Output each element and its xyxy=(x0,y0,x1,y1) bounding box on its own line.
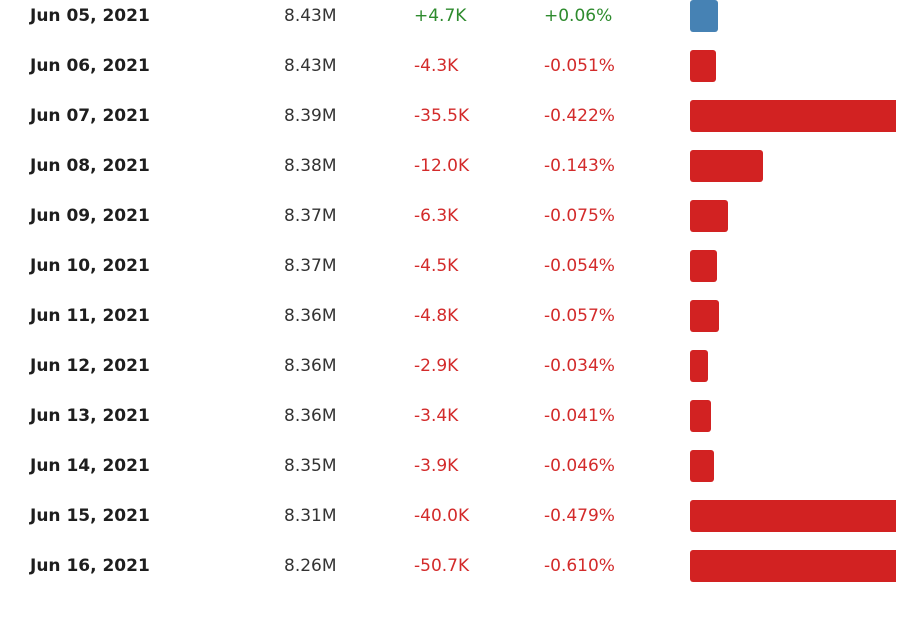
row-total: 8.43M xyxy=(284,56,337,76)
table-row: Jun 12, 2021 8.36M -2.9K -0.034% xyxy=(0,341,911,391)
row-percent-change: -0.034% xyxy=(544,356,615,376)
table-row: Jun 15, 2021 8.31M -40.0K -0.479% xyxy=(0,491,911,541)
row-total: 8.35M xyxy=(284,456,337,476)
row-percent-change: -0.041% xyxy=(544,406,615,426)
row-percent-change: -0.143% xyxy=(544,156,615,176)
change-bar xyxy=(690,0,718,32)
row-date: Jun 08, 2021 xyxy=(30,156,150,176)
change-bar xyxy=(690,50,716,82)
row-date: Jun 13, 2021 xyxy=(30,406,150,426)
bar-cell xyxy=(690,341,896,391)
bar-cell xyxy=(690,441,896,491)
row-total: 8.36M xyxy=(284,406,337,426)
change-bar xyxy=(690,300,719,332)
table-row: Jun 14, 2021 8.35M -3.9K -0.046% xyxy=(0,441,911,491)
bar-cell xyxy=(690,0,896,41)
change-bar xyxy=(690,100,896,132)
row-percent-change: -0.479% xyxy=(544,506,615,526)
row-percent-change: -0.051% xyxy=(544,56,615,76)
bar-cell xyxy=(690,91,896,141)
row-date: Jun 12, 2021 xyxy=(30,356,150,376)
row-percent-change: +0.06% xyxy=(544,6,613,26)
row-date: Jun 05, 2021 xyxy=(30,6,150,26)
row-total: 8.26M xyxy=(284,556,337,576)
table-row: Jun 08, 2021 8.38M -12.0K -0.143% xyxy=(0,141,911,191)
row-total: 8.37M xyxy=(284,256,337,276)
table-row: Jun 16, 2021 8.26M -50.7K -0.610% xyxy=(0,541,911,591)
row-date: Jun 15, 2021 xyxy=(30,506,150,526)
bar-cell xyxy=(690,541,896,591)
row-total: 8.36M xyxy=(284,306,337,326)
bar-cell xyxy=(690,291,896,341)
change-bar xyxy=(690,400,711,432)
table-row: Jun 13, 2021 8.36M -3.4K -0.041% xyxy=(0,391,911,441)
row-change: -3.4K xyxy=(414,406,459,426)
change-bar xyxy=(690,550,896,582)
row-date: Jun 14, 2021 xyxy=(30,456,150,476)
change-bar xyxy=(690,200,728,232)
row-change: -6.3K xyxy=(414,206,459,226)
row-change: -3.9K xyxy=(414,456,459,476)
bar-cell xyxy=(690,191,896,241)
row-percent-change: -0.057% xyxy=(544,306,615,326)
row-change: -4.5K xyxy=(414,256,459,276)
row-date: Jun 07, 2021 xyxy=(30,106,150,126)
row-change: -2.9K xyxy=(414,356,459,376)
row-total: 8.43M xyxy=(284,6,337,26)
table-row: Jun 06, 2021 8.43M -4.3K -0.051% xyxy=(0,41,911,91)
row-total: 8.31M xyxy=(284,506,337,526)
row-percent-change: -0.610% xyxy=(544,556,615,576)
row-change: -12.0K xyxy=(414,156,470,176)
row-total: 8.37M xyxy=(284,206,337,226)
bar-cell xyxy=(690,141,896,191)
row-percent-change: -0.075% xyxy=(544,206,615,226)
table-row: Jun 11, 2021 8.36M -4.8K -0.057% xyxy=(0,291,911,341)
table-row: Jun 09, 2021 8.37M -6.3K -0.075% xyxy=(0,191,911,241)
change-bar xyxy=(690,350,708,382)
table-row: Jun 10, 2021 8.37M -4.5K -0.054% xyxy=(0,241,911,291)
table-row: Jun 05, 2021 8.43M +4.7K +0.06% xyxy=(0,0,911,41)
row-date: Jun 16, 2021 xyxy=(30,556,150,576)
table-row: Jun 07, 2021 8.39M -35.5K -0.422% xyxy=(0,91,911,141)
row-change: -35.5K xyxy=(414,106,470,126)
row-change: +4.7K xyxy=(414,6,467,26)
row-change: -4.8K xyxy=(414,306,459,326)
row-percent-change: -0.046% xyxy=(544,456,615,476)
row-percent-change: -0.054% xyxy=(544,256,615,276)
change-bar xyxy=(690,450,714,482)
row-total: 8.39M xyxy=(284,106,337,126)
bar-cell xyxy=(690,491,896,541)
change-bar xyxy=(690,250,717,282)
row-change: -50.7K xyxy=(414,556,470,576)
row-date: Jun 11, 2021 xyxy=(30,306,150,326)
row-total: 8.36M xyxy=(284,356,337,376)
change-bar xyxy=(690,500,896,532)
row-total: 8.38M xyxy=(284,156,337,176)
row-change: -40.0K xyxy=(414,506,470,526)
row-date: Jun 09, 2021 xyxy=(30,206,150,226)
bar-cell xyxy=(690,391,896,441)
bar-cell xyxy=(690,241,896,291)
row-date: Jun 10, 2021 xyxy=(30,256,150,276)
row-date: Jun 06, 2021 xyxy=(30,56,150,76)
bar-cell xyxy=(690,41,896,91)
change-bar xyxy=(690,150,763,182)
row-percent-change: -0.422% xyxy=(544,106,615,126)
row-change: -4.3K xyxy=(414,56,459,76)
